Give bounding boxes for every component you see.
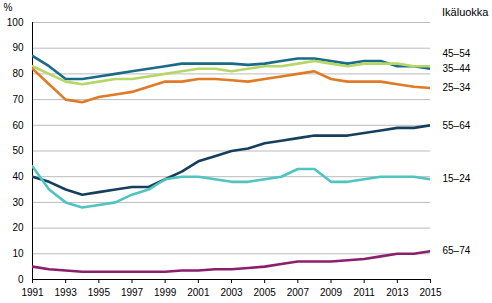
- svg-text:90: 90: [12, 42, 24, 53]
- svg-text:70: 70: [12, 94, 24, 105]
- svg-text:50: 50: [12, 145, 24, 156]
- svg-text:1991: 1991: [21, 287, 44, 298]
- svg-text:2015: 2015: [419, 287, 442, 298]
- svg-text:2011: 2011: [353, 287, 375, 298]
- svg-text:2001: 2001: [187, 287, 210, 298]
- svg-text:1995: 1995: [88, 287, 111, 298]
- svg-text:35–44: 35–44: [443, 63, 471, 74]
- svg-text:%: %: [4, 2, 13, 13]
- svg-text:2007: 2007: [287, 287, 310, 298]
- svg-text:15–24: 15–24: [443, 173, 471, 184]
- svg-text:1997: 1997: [121, 287, 144, 298]
- svg-text:10: 10: [12, 248, 24, 259]
- svg-text:1993: 1993: [55, 287, 78, 298]
- svg-text:25–34: 25–34: [443, 82, 471, 93]
- svg-text:Ikäluokka: Ikäluokka: [442, 6, 489, 18]
- svg-text:30: 30: [12, 197, 24, 208]
- svg-text:40: 40: [12, 171, 24, 182]
- svg-text:1999: 1999: [154, 287, 177, 298]
- svg-text:55–64: 55–64: [443, 120, 471, 131]
- svg-text:80: 80: [12, 68, 24, 79]
- svg-text:20: 20: [12, 222, 24, 233]
- svg-text:2009: 2009: [320, 287, 343, 298]
- svg-text:100: 100: [7, 17, 24, 28]
- svg-text:60: 60: [12, 120, 24, 131]
- svg-text:0: 0: [18, 274, 24, 285]
- svg-text:2005: 2005: [254, 287, 277, 298]
- svg-text:65–74: 65–74: [443, 245, 471, 256]
- svg-text:45–54: 45–54: [443, 48, 471, 59]
- svg-text:2013: 2013: [386, 287, 409, 298]
- svg-text:2003: 2003: [220, 287, 243, 298]
